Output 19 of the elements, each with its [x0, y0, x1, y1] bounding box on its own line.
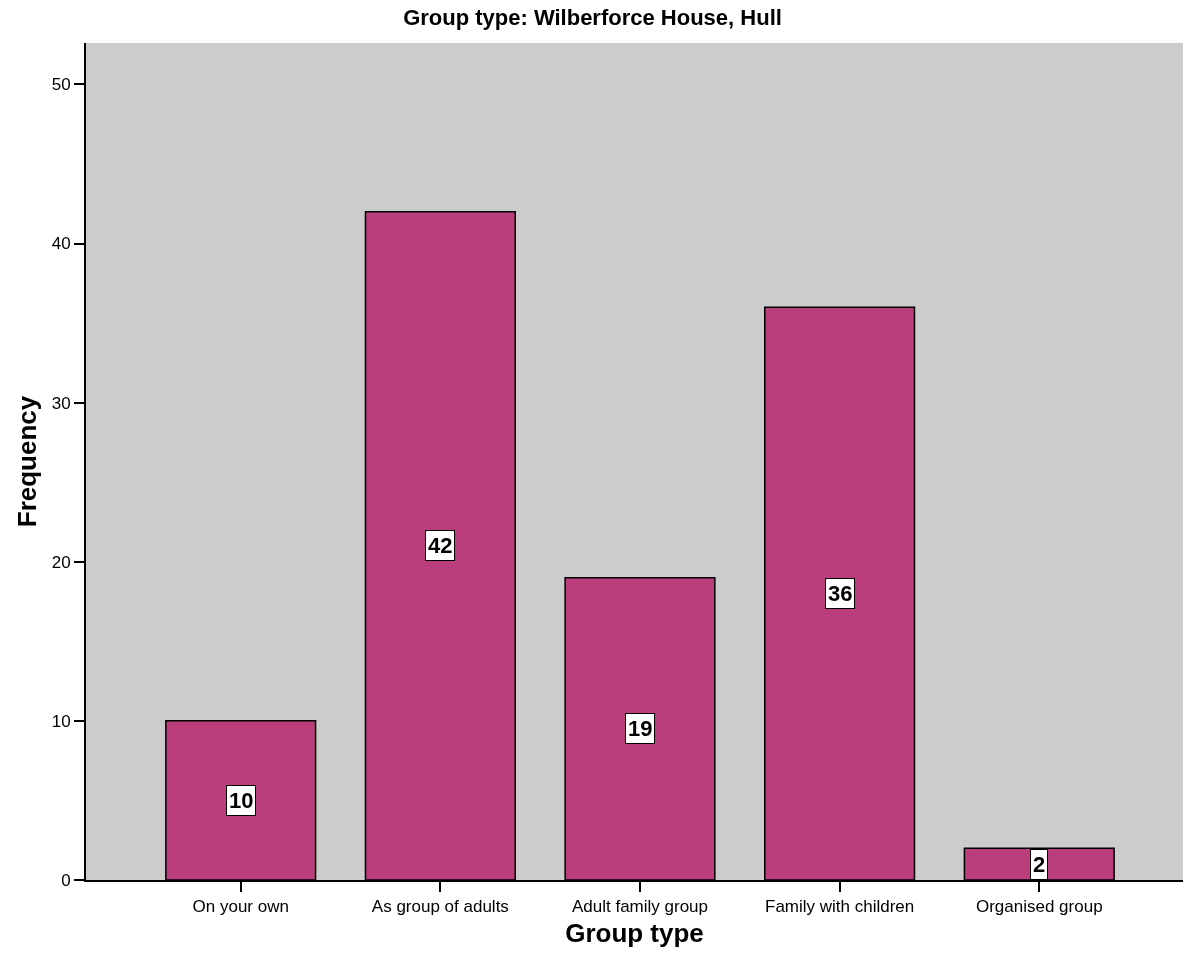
y-tick-label: 30 [51, 393, 71, 413]
y-tick-label: 50 [51, 75, 71, 95]
y-axis-title: Frequency [11, 395, 42, 528]
x-axis-title: Group type [565, 917, 704, 948]
data-label: 19 [628, 716, 653, 741]
data-label: 36 [828, 581, 853, 606]
x-tick-label: Organised group [975, 897, 1103, 917]
x-tick-label: Family with children [765, 897, 915, 917]
data-label: 10 [229, 788, 254, 813]
y-tick-label: 20 [51, 552, 71, 572]
x-tick-label: As group of adults [371, 897, 509, 917]
y-tick-label: 10 [51, 711, 71, 731]
data-label: 42 [428, 533, 453, 558]
y-tick-label: 0 [61, 870, 71, 890]
x-tick-label: Adult family group [571, 897, 709, 917]
data-label: 2 [1033, 852, 1046, 877]
chart-title: Group type: Wilberforce House, Hull [403, 5, 782, 31]
x-tick-label: On your own [192, 897, 289, 917]
y-tick-label: 40 [51, 234, 71, 254]
